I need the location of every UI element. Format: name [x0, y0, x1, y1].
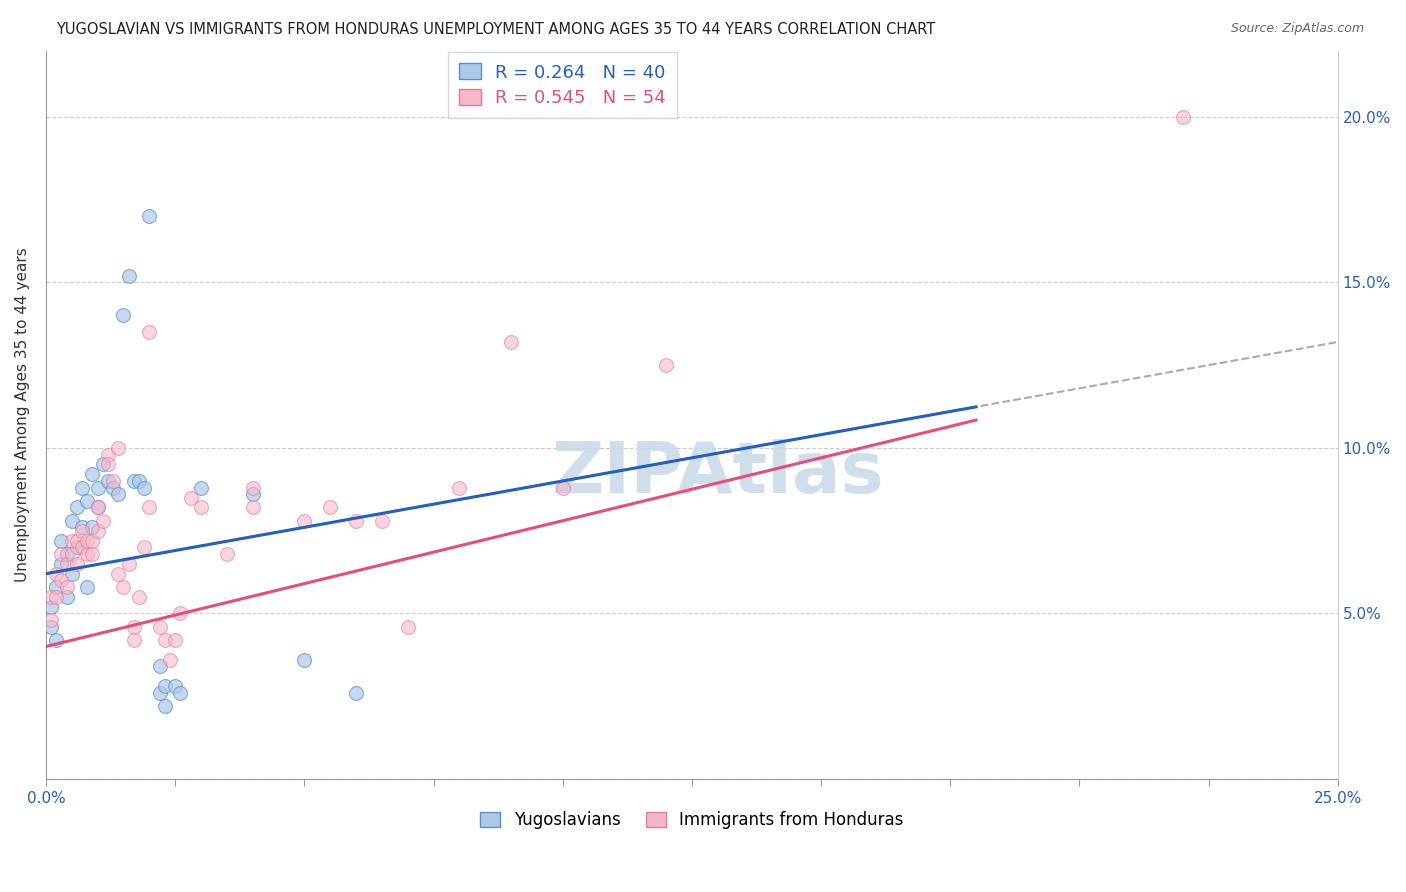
Point: [117, 268, 139, 283]
Point: [242, 500, 264, 515]
Point: [112, 309, 135, 323]
Point: [128, 590, 150, 604]
Point: [117, 557, 139, 571]
Point: [55, 547, 77, 561]
Point: [292, 653, 315, 667]
Point: [551, 481, 574, 495]
Point: [112, 580, 135, 594]
Point: [153, 699, 176, 714]
Point: [60, 533, 83, 548]
Point: [39, 620, 62, 634]
Point: [66, 540, 89, 554]
Point: [45, 580, 67, 594]
Point: [190, 481, 212, 495]
Point: [165, 679, 187, 693]
Point: [45, 590, 67, 604]
Point: [655, 358, 678, 372]
Point: [76, 533, 98, 548]
Point: [138, 325, 160, 339]
Point: [169, 686, 191, 700]
Point: [138, 209, 160, 223]
Point: [134, 481, 156, 495]
Point: [60, 566, 83, 581]
Point: [344, 514, 367, 528]
Point: [97, 448, 120, 462]
Point: [190, 500, 212, 515]
Point: [122, 620, 145, 634]
Point: [371, 514, 394, 528]
Point: [319, 500, 342, 515]
Point: [55, 590, 77, 604]
Point: [66, 533, 89, 548]
Point: [55, 557, 77, 571]
Point: [70, 520, 93, 534]
Point: [76, 580, 98, 594]
Point: [51, 557, 73, 571]
Point: [82, 467, 104, 482]
Point: [39, 590, 62, 604]
Point: [153, 632, 176, 647]
Point: [60, 514, 83, 528]
Point: [180, 491, 202, 505]
Point: [107, 441, 129, 455]
Point: [344, 686, 367, 700]
Point: [82, 520, 104, 534]
Point: [70, 481, 93, 495]
Point: [215, 547, 238, 561]
Point: [86, 524, 108, 538]
Point: [101, 474, 124, 488]
Point: [76, 494, 98, 508]
Legend: Yugoslavians, Immigrants from Honduras: Yugoslavians, Immigrants from Honduras: [474, 805, 910, 836]
Point: [97, 474, 120, 488]
Point: [242, 481, 264, 495]
Point: [149, 620, 172, 634]
Point: [1171, 110, 1194, 124]
Point: [134, 540, 156, 554]
Point: [91, 458, 114, 472]
Point: [70, 540, 93, 554]
Point: [97, 458, 120, 472]
Point: [292, 514, 315, 528]
Point: [153, 679, 176, 693]
Point: [138, 500, 160, 515]
Point: [82, 533, 104, 548]
Point: [499, 334, 522, 349]
Point: [51, 547, 73, 561]
Point: [159, 653, 181, 667]
Point: [86, 481, 108, 495]
Point: [55, 580, 77, 594]
Point: [149, 686, 172, 700]
Point: [51, 533, 73, 548]
Text: Source: ZipAtlas.com: Source: ZipAtlas.com: [1230, 22, 1364, 36]
Point: [45, 632, 67, 647]
Point: [122, 632, 145, 647]
Point: [107, 566, 129, 581]
Point: [45, 566, 67, 581]
Point: [128, 474, 150, 488]
Point: [70, 524, 93, 538]
Point: [86, 500, 108, 515]
Point: [39, 599, 62, 614]
Point: [396, 620, 419, 634]
Point: [149, 659, 172, 673]
Point: [51, 574, 73, 588]
Point: [91, 514, 114, 528]
Point: [39, 613, 62, 627]
Point: [122, 474, 145, 488]
Point: [86, 500, 108, 515]
Point: [242, 487, 264, 501]
Point: [66, 557, 89, 571]
Text: YUGOSLAVIAN VS IMMIGRANTS FROM HONDURAS UNEMPLOYMENT AMONG AGES 35 TO 44 YEARS C: YUGOSLAVIAN VS IMMIGRANTS FROM HONDURAS …: [56, 22, 935, 37]
Point: [66, 500, 89, 515]
Point: [169, 607, 191, 621]
Text: ZIPAtlas: ZIPAtlas: [551, 439, 884, 508]
Point: [107, 487, 129, 501]
Y-axis label: Unemployment Among Ages 35 to 44 years: Unemployment Among Ages 35 to 44 years: [15, 247, 30, 582]
Point: [449, 481, 471, 495]
Point: [60, 547, 83, 561]
Point: [82, 547, 104, 561]
Point: [76, 547, 98, 561]
Point: [165, 632, 187, 647]
Point: [101, 481, 124, 495]
